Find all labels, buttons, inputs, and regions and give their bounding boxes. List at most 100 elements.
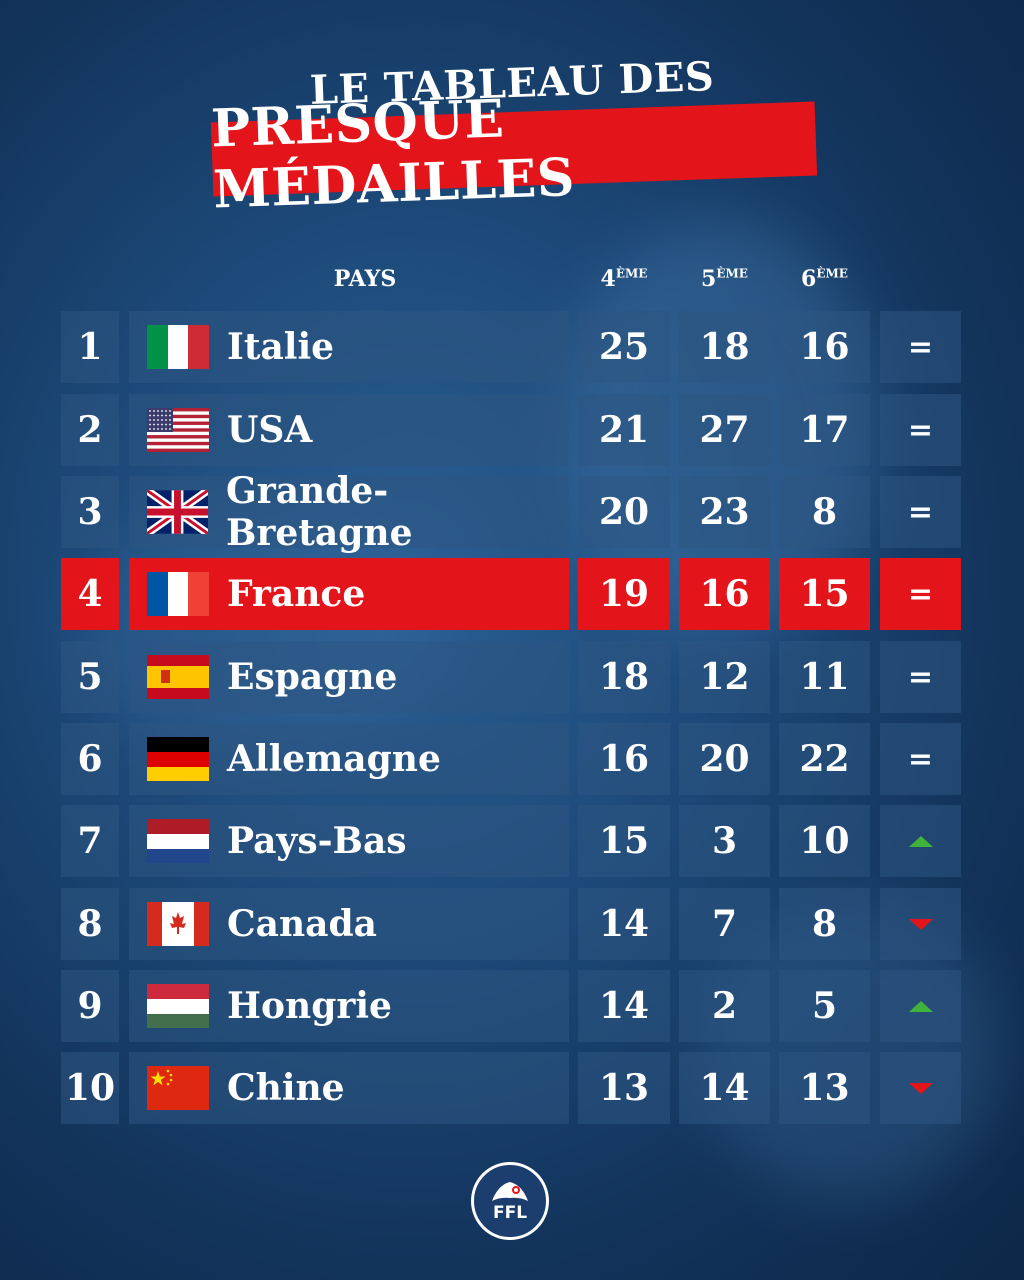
fourth-place-count: 13 <box>578 1052 670 1124</box>
table-row: 3 Grande-Bretagne 20 23 8 = <box>0 470 1024 554</box>
country-name: Grande-Bretagne <box>225 470 413 554</box>
trend-cell <box>880 805 961 877</box>
sixth-place-count: 22 <box>779 723 870 795</box>
trend-down-icon <box>908 918 933 930</box>
sixth-place-count: 5 <box>779 970 870 1042</box>
country-name: Espagne <box>227 656 398 698</box>
country-cell: Grande-Bretagne <box>129 470 569 554</box>
country-cell: Allemagne <box>129 723 569 795</box>
trend-cell <box>880 888 961 960</box>
country-cell: Hongrie <box>129 970 569 1042</box>
usa-flag-icon <box>147 408 209 452</box>
country-cell: USA <box>129 394 569 466</box>
trend-cell: = <box>880 394 961 466</box>
rank-cell: 4 <box>61 558 119 630</box>
logo-text: FFL <box>492 1203 528 1223</box>
country-cell: Espagne <box>129 641 569 713</box>
country-name: Italie <box>227 326 335 368</box>
fourth-place-count: 20 <box>578 476 670 548</box>
country-cell: Italie <box>129 311 569 383</box>
france-flag-icon <box>147 572 209 616</box>
canada-flag-icon <box>147 902 209 946</box>
fifth-place-count: 3 <box>679 805 770 877</box>
table-row: 4 France 19 16 15 = <box>0 558 1024 630</box>
sixth-place-count: 8 <box>779 476 870 548</box>
table-row: 9 Hongrie 14 2 5 <box>0 970 1024 1042</box>
trend-down-icon <box>908 1082 933 1094</box>
country-cell: Pays-Bas <box>129 805 569 877</box>
hat-icon <box>492 1182 528 1201</box>
sixth-place-count: 17 <box>779 394 870 466</box>
fourth-place-count: 18 <box>578 641 670 713</box>
table-row: 8 Canada 14 7 8 <box>0 888 1024 960</box>
sixth-place-count: 10 <box>779 805 870 877</box>
trend-cell: = <box>880 476 961 548</box>
sixth-place-count: 16 <box>779 311 870 383</box>
fifth-place-count: 18 <box>679 311 770 383</box>
country-name: Pays-Bas <box>227 820 407 862</box>
rank-cell: 7 <box>61 805 119 877</box>
header-country: PAYS <box>333 266 397 292</box>
trend-cell <box>880 970 961 1042</box>
spain-flag-icon <box>147 655 209 699</box>
country-name: Chine <box>227 1067 345 1109</box>
fourth-place-count: 25 <box>578 311 670 383</box>
table-row: 5 Espagne 18 12 11 = <box>0 641 1024 713</box>
ffl-logo: FFL <box>471 1162 549 1240</box>
fourth-place-count: 16 <box>578 723 670 795</box>
table-row: 7 Pays-Bas 15 3 10 <box>0 805 1024 877</box>
fifth-place-count: 23 <box>679 476 770 548</box>
trend-cell: = <box>880 641 961 713</box>
fourth-place-count: 14 <box>578 888 670 960</box>
country-cell: Canada <box>129 888 569 960</box>
country-name: Allemagne <box>227 738 441 780</box>
header-5th: 5ÈME <box>701 266 748 292</box>
fifth-place-count: 27 <box>679 394 770 466</box>
fourth-place-count: 14 <box>578 970 670 1042</box>
country-name: Canada <box>227 903 377 945</box>
title-line2: PRESQUE MÉDAILLES <box>210 88 576 221</box>
china-flag-icon <box>147 1066 209 1110</box>
sixth-place-count: 15 <box>779 558 870 630</box>
fourth-place-count: 15 <box>578 805 670 877</box>
trend-cell: = <box>880 311 961 383</box>
country-name: France <box>227 573 366 615</box>
table-row: 6 Allemagne 16 20 22 = <box>0 723 1024 795</box>
fifth-place-count: 7 <box>679 888 770 960</box>
sixth-place-count: 8 <box>779 888 870 960</box>
rank-cell: 10 <box>61 1052 119 1124</box>
trend-up-icon <box>908 835 933 847</box>
sixth-place-count: 11 <box>779 641 870 713</box>
table-row: 10 Chine 13 14 13 <box>0 1052 1024 1124</box>
fifth-place-count: 20 <box>679 723 770 795</box>
sixth-place-count: 13 <box>779 1052 870 1124</box>
table-row: 1 Italie 25 18 16 = <box>0 311 1024 383</box>
rank-cell: 3 <box>61 476 119 548</box>
uk-flag-icon <box>147 490 208 534</box>
country-name: Hongrie <box>227 985 392 1027</box>
fifth-place-count: 16 <box>679 558 770 630</box>
trend-up-icon <box>908 1000 933 1012</box>
rank-cell: 5 <box>61 641 119 713</box>
fifth-place-count: 12 <box>679 641 770 713</box>
table-row: 2 USA 21 27 17 = <box>0 394 1024 466</box>
trend-cell <box>880 1052 961 1124</box>
germany-flag-icon <box>147 737 209 781</box>
rank-cell: 8 <box>61 888 119 960</box>
fourth-place-count: 19 <box>578 558 670 630</box>
trend-cell: = <box>880 723 961 795</box>
fifth-place-count: 2 <box>679 970 770 1042</box>
trend-cell: = <box>880 558 961 630</box>
hungary-flag-icon <box>147 984 209 1028</box>
rank-cell: 6 <box>61 723 119 795</box>
header-6th: 6ÈME <box>801 266 848 292</box>
country-name: USA <box>227 409 313 451</box>
fifth-place-count: 14 <box>679 1052 770 1124</box>
rank-cell: 2 <box>61 394 119 466</box>
rank-cell: 9 <box>61 970 119 1042</box>
italy-flag-icon <box>147 325 209 369</box>
rank-cell: 1 <box>61 311 119 383</box>
country-cell: Chine <box>129 1052 569 1124</box>
country-cell: France <box>129 558 569 630</box>
fourth-place-count: 21 <box>578 394 670 466</box>
